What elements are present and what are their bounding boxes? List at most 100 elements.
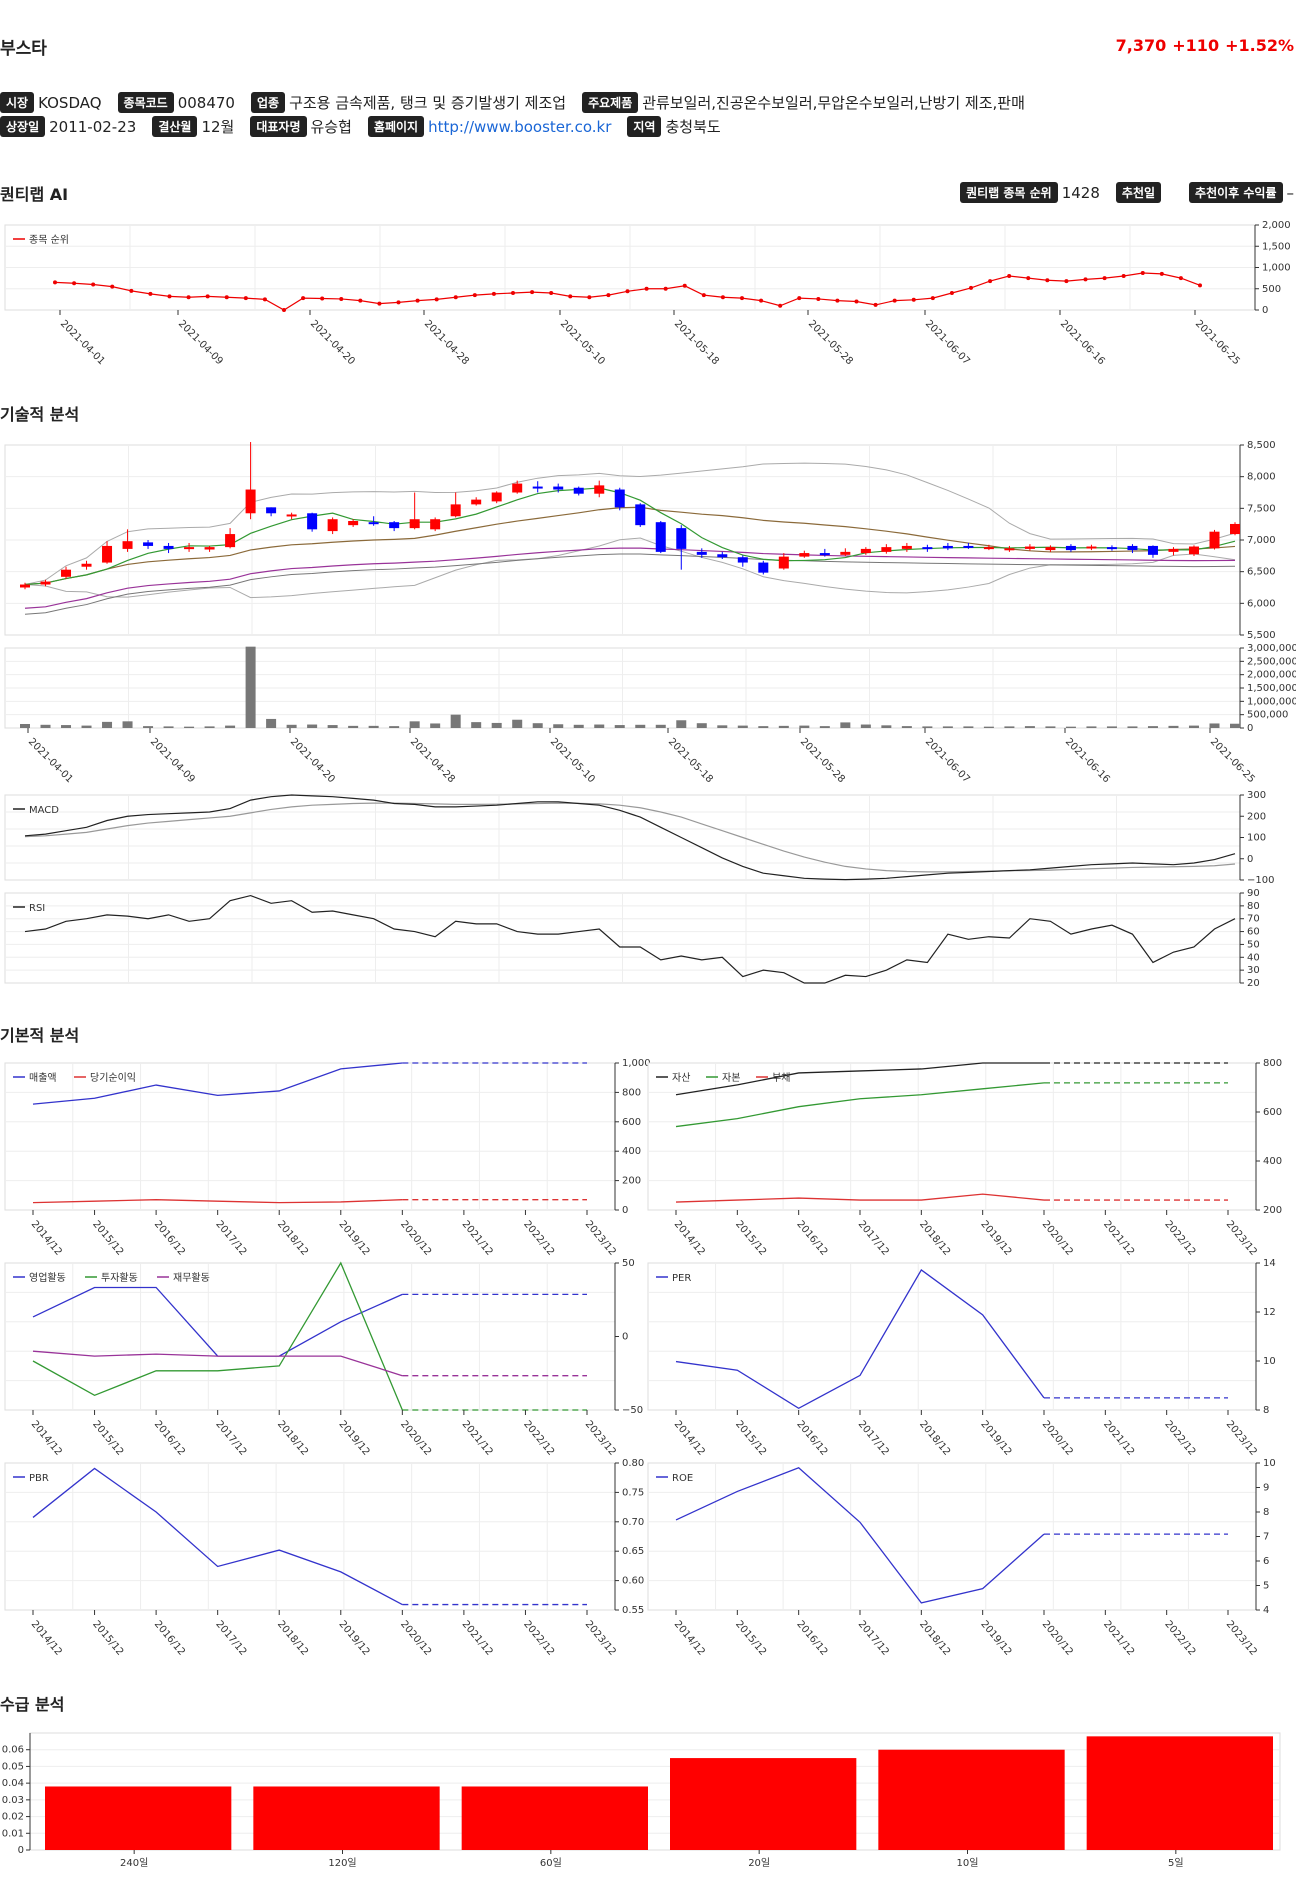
- rank-point: [72, 281, 77, 286]
- cashflow-xtick-label: 2023/12: [583, 1419, 618, 1458]
- candle-body: [102, 545, 113, 563]
- per-ytick-label: 12: [1263, 1307, 1276, 1318]
- supply-ytick-label: 0.05: [2, 1761, 24, 1772]
- candle-body: [471, 499, 482, 505]
- rsi-ytick-label: 80: [1247, 901, 1260, 912]
- price-ytick-label: 7,500: [1247, 503, 1276, 514]
- macd-ytick-label: 100: [1247, 833, 1266, 844]
- roe-ytick-label: 5: [1263, 1581, 1269, 1592]
- cashflow-xtick-label: 2021/12: [460, 1419, 495, 1458]
- pbr-ytick-label: 0.70: [622, 1517, 644, 1528]
- price-ytick-label: 8,500: [1247, 440, 1276, 451]
- sales-line-당기순이익: [32, 1199, 403, 1204]
- volume-bar: [737, 725, 748, 728]
- volume-bar: [184, 726, 195, 728]
- homepage-tag: 홈페이지: [367, 116, 425, 137]
- roe-ytick-label: 9: [1263, 1483, 1269, 1494]
- supply-xtick-label: 5일: [1168, 1857, 1184, 1869]
- rank-point: [720, 295, 725, 300]
- pbr-line-PBR: [32, 1467, 403, 1606]
- rank-point: [568, 294, 573, 299]
- sales-frame: [4, 1062, 616, 1211]
- volume-bar: [553, 724, 564, 728]
- rec-return-tag: 추천이후 수익률: [1189, 182, 1283, 203]
- volume-xtick-label: 2021-05-10: [548, 736, 597, 785]
- industry-tag: 업종: [250, 92, 286, 113]
- volume-bar: [286, 724, 297, 728]
- sales-legend-label: 당기순이익: [90, 1072, 136, 1084]
- volume-ytick-label: 500,000: [1247, 710, 1288, 721]
- rank-point: [415, 298, 420, 303]
- pbr-xtick-label: 2023/12: [583, 1619, 618, 1658]
- volume-bar: [594, 724, 605, 728]
- rank-xtick-label: 2021-04-20: [308, 318, 357, 367]
- assets-ytick-label: 600: [1263, 1107, 1282, 1118]
- volume-bar: [860, 724, 871, 728]
- roe-xtick-label: 2014/12: [672, 1619, 707, 1658]
- ma60-line: [24, 547, 1236, 609]
- per-legend-label: PER: [672, 1273, 691, 1284]
- supply-ytick-label: 0.04: [2, 1778, 24, 1789]
- volume-bar: [1086, 726, 1097, 728]
- rank-point: [625, 289, 630, 294]
- per-xtick-label: 2016/12: [794, 1419, 829, 1458]
- supply-ytick-label: 0: [18, 1845, 24, 1856]
- candle-body: [245, 489, 256, 514]
- rank-point: [453, 295, 458, 300]
- roe-xtick-label: 2020/12: [1040, 1619, 1075, 1658]
- per-xtick-label: 2020/12: [1040, 1419, 1075, 1458]
- rank-point: [663, 286, 668, 291]
- rank-xtick-label: 2021-06-16: [1058, 318, 1107, 367]
- candle-body: [1065, 545, 1076, 551]
- assets-xtick-label: 2022/12: [1162, 1219, 1197, 1258]
- rank-point: [930, 296, 935, 301]
- homepage-link[interactable]: http://www.booster.co.kr: [428, 117, 612, 136]
- sales-legend-label: 매출액: [29, 1072, 57, 1084]
- macd-legend-label: MACD: [29, 805, 59, 816]
- products-tag: 주요제품: [582, 92, 639, 113]
- volume-bar: [20, 724, 30, 728]
- sales-ytick-label: 800: [622, 1087, 641, 1098]
- rank-point: [262, 297, 267, 302]
- candle-body: [143, 542, 154, 546]
- supply-xtick-label: 20일: [748, 1857, 770, 1869]
- candle-body: [840, 551, 851, 555]
- listing-date-value: 2011-02-23: [49, 117, 137, 136]
- volume-bar: [778, 725, 789, 728]
- candle-body: [635, 504, 646, 526]
- market-value: KOSDAQ: [38, 93, 102, 112]
- volume-bar: [471, 722, 482, 728]
- volume-xtick-label: 2021-06-16: [1063, 736, 1112, 785]
- candle-body: [901, 545, 912, 549]
- rank-point: [778, 303, 783, 308]
- candle-body: [491, 492, 502, 502]
- roe-xtick-label: 2016/12: [794, 1619, 829, 1658]
- volume-bar: [348, 725, 359, 728]
- volume-bar: [1209, 723, 1220, 728]
- rank-point: [434, 297, 439, 302]
- volume-bar: [122, 721, 133, 728]
- volume-xtick-label: 2021-04-20: [288, 736, 337, 785]
- per-ytick-label: 14: [1263, 1258, 1276, 1269]
- volume-bar: [942, 726, 953, 728]
- assets-ytick-label: 400: [1263, 1156, 1282, 1167]
- rank-point: [1159, 271, 1164, 276]
- sales-xtick-label: 2023/12: [583, 1219, 618, 1258]
- candle-body: [20, 584, 30, 588]
- rank-point: [110, 284, 115, 289]
- bollinger-lower: [24, 537, 1236, 599]
- pbr-xtick-label: 2021/12: [460, 1619, 495, 1658]
- rank-legend-label: 종목 순위: [29, 233, 69, 246]
- volume-bar: [512, 719, 523, 728]
- rsi-ytick-label: 40: [1247, 952, 1260, 963]
- price-change: +110: [1172, 36, 1220, 55]
- rank-point: [1045, 278, 1050, 283]
- candle-body: [512, 483, 523, 493]
- volume-bar: [81, 725, 92, 728]
- volume-bar: [327, 725, 338, 728]
- candle-body: [819, 553, 830, 556]
- volume-bar: [1024, 726, 1035, 728]
- assets-xtick-label: 2023/12: [1224, 1219, 1259, 1258]
- fiscal-month-tag: 결산월: [152, 116, 198, 137]
- volume-bar: [389, 726, 400, 728]
